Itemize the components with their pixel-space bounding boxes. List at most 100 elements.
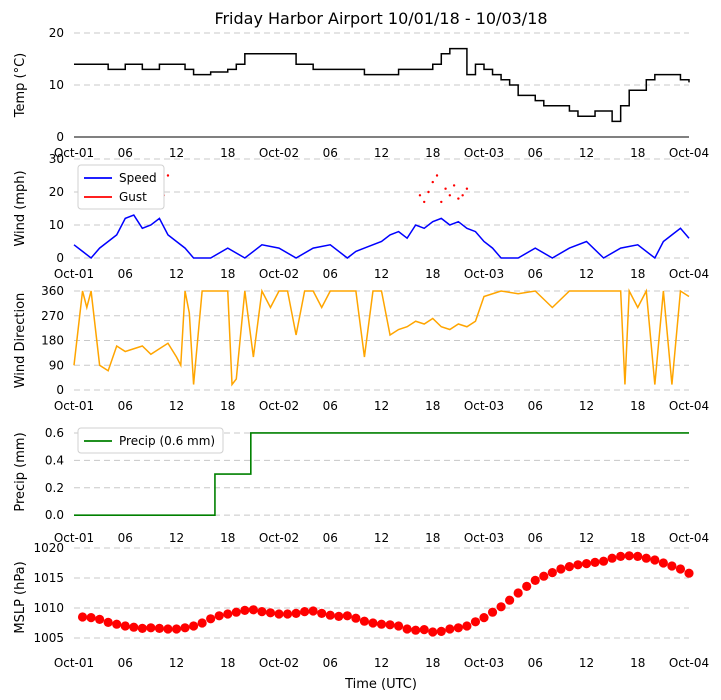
- mslp-point: [368, 618, 378, 628]
- x-tick-label: Oct-03: [464, 267, 504, 281]
- gust-point: [427, 190, 430, 194]
- x-tick-label: 06: [118, 267, 133, 281]
- mslp-point: [667, 561, 677, 571]
- mslp-point: [547, 568, 557, 578]
- mslp-point: [496, 602, 506, 612]
- mslp-point: [95, 614, 105, 625]
- panel-precip: 0.0 0.2 0.4 0.6 Precip (mm) Oct-01 06 12 18 Oct-0…: [13, 426, 709, 545]
- y-axis-label-mslp: MSLP (hPa): [13, 561, 28, 633]
- mslp-point: [86, 613, 96, 623]
- legend-label: Precip (0.6 mm): [119, 434, 215, 448]
- y-tick-label: 0.2: [45, 481, 64, 495]
- mslp-point: [522, 581, 532, 592]
- mslp-point: [505, 595, 515, 605]
- y-tick-label: 1020: [33, 541, 64, 555]
- mslp-point: [197, 618, 207, 628]
- x-tick-label: 06: [323, 146, 338, 160]
- panel-temp: 0 10 20 Temp (°C) Oct-01 06 12 18 Oct-02 06 12 18 Oc…: [13, 26, 709, 160]
- mslp-point: [650, 555, 660, 565]
- gust-point: [457, 197, 460, 200]
- x-tick-label: Oct-04: [669, 399, 709, 413]
- x-tick-label: 12: [374, 267, 389, 281]
- y-axis-label-wind: Wind (mph): [13, 170, 28, 246]
- y-tick-label: 10: [49, 218, 64, 232]
- x-tick-label: 12: [579, 399, 594, 413]
- x-tick-label: Oct-02: [259, 656, 299, 670]
- x-tick-label: 06: [528, 656, 543, 670]
- y-tick-label: 20: [49, 26, 64, 40]
- mslp-point: [317, 608, 327, 619]
- mslp-point: [453, 623, 463, 633]
- mslp-point: [77, 612, 88, 622]
- mslp-point: [564, 562, 575, 572]
- x-tick-label: 12: [169, 531, 184, 545]
- mslp-point: [376, 619, 387, 629]
- mslp-point: [607, 553, 617, 563]
- x-tick-label: Oct-04: [669, 656, 709, 670]
- mslp-point: [573, 560, 583, 570]
- x-tick-label: Oct-02: [259, 146, 299, 160]
- x-tick-label: 06: [528, 267, 543, 281]
- mslp-point: [581, 559, 592, 569]
- x-tick-label: 06: [118, 656, 133, 670]
- mslp-point: [487, 607, 498, 617]
- mslp-point: [530, 575, 540, 586]
- x-tick-label: 12: [169, 146, 184, 160]
- gust-point: [448, 194, 452, 197]
- x-tick-label: Oct-01: [54, 267, 94, 281]
- mslp-point: [291, 608, 301, 619]
- legend-label: Gust: [119, 190, 147, 204]
- mslp-point: [154, 623, 165, 634]
- gust-point: [444, 187, 447, 190]
- x-tick-label: 12: [169, 267, 184, 281]
- gust-point: [431, 180, 434, 184]
- x-tick-label: 06: [118, 399, 133, 413]
- mslp-point: [633, 551, 643, 562]
- y-axis-label-dir: Wind Direction: [13, 293, 28, 389]
- x-tick-label: 06: [323, 267, 338, 281]
- x-tick-label: 06: [323, 656, 338, 670]
- mslp-point: [393, 621, 404, 631]
- x-tick-label: Oct-02: [259, 399, 299, 413]
- mslp-point: [641, 553, 651, 563]
- y-tick-label: 30: [49, 152, 64, 166]
- mslp-point: [334, 611, 344, 622]
- gust-point: [452, 184, 456, 187]
- y-tick-label: 0.0: [45, 508, 64, 522]
- x-tick-label: 18: [220, 399, 235, 413]
- x-tick-label: 06: [528, 531, 543, 545]
- x-tick-label: 18: [220, 146, 235, 160]
- mslp-point: [411, 625, 421, 635]
- mslp-point: [240, 605, 250, 616]
- mslp-point: [598, 556, 609, 566]
- x-tick-label: Oct-01: [54, 399, 94, 413]
- mslp-point: [351, 613, 361, 623]
- y-tick-label: 90: [49, 358, 64, 372]
- x-tick-label: 06: [118, 531, 133, 545]
- y-tick-label: 0: [56, 383, 64, 397]
- mslp-point: [206, 614, 216, 624]
- x-tick-label: Oct-03: [464, 656, 504, 670]
- x-tick-label: 18: [220, 531, 235, 545]
- mslp-point: [445, 624, 455, 634]
- mslp-point: [146, 623, 156, 633]
- x-tick-label: 12: [169, 656, 184, 670]
- x-tick-label: 18: [425, 399, 440, 413]
- mslp-point: [300, 607, 310, 617]
- mslp-point: [658, 558, 668, 568]
- x-tick-label: Oct-04: [669, 267, 709, 281]
- x-tick-label: 12: [374, 531, 389, 545]
- x-tick-label: Oct-01: [54, 531, 94, 545]
- gust-point: [423, 200, 426, 204]
- mslp-point: [419, 625, 429, 635]
- x-tick-label: 12: [374, 656, 389, 670]
- mslp-point: [214, 611, 224, 621]
- gust-point: [418, 194, 422, 197]
- mslp-point: [265, 608, 276, 618]
- x-tick-label: 18: [425, 656, 440, 670]
- y-axis-label-precip: Precip (mm): [13, 432, 28, 511]
- x-tick-label: 12: [579, 267, 594, 281]
- series-temp-line: [74, 47, 690, 123]
- mslp-point: [180, 623, 190, 633]
- x-tick-label: 12: [169, 399, 184, 413]
